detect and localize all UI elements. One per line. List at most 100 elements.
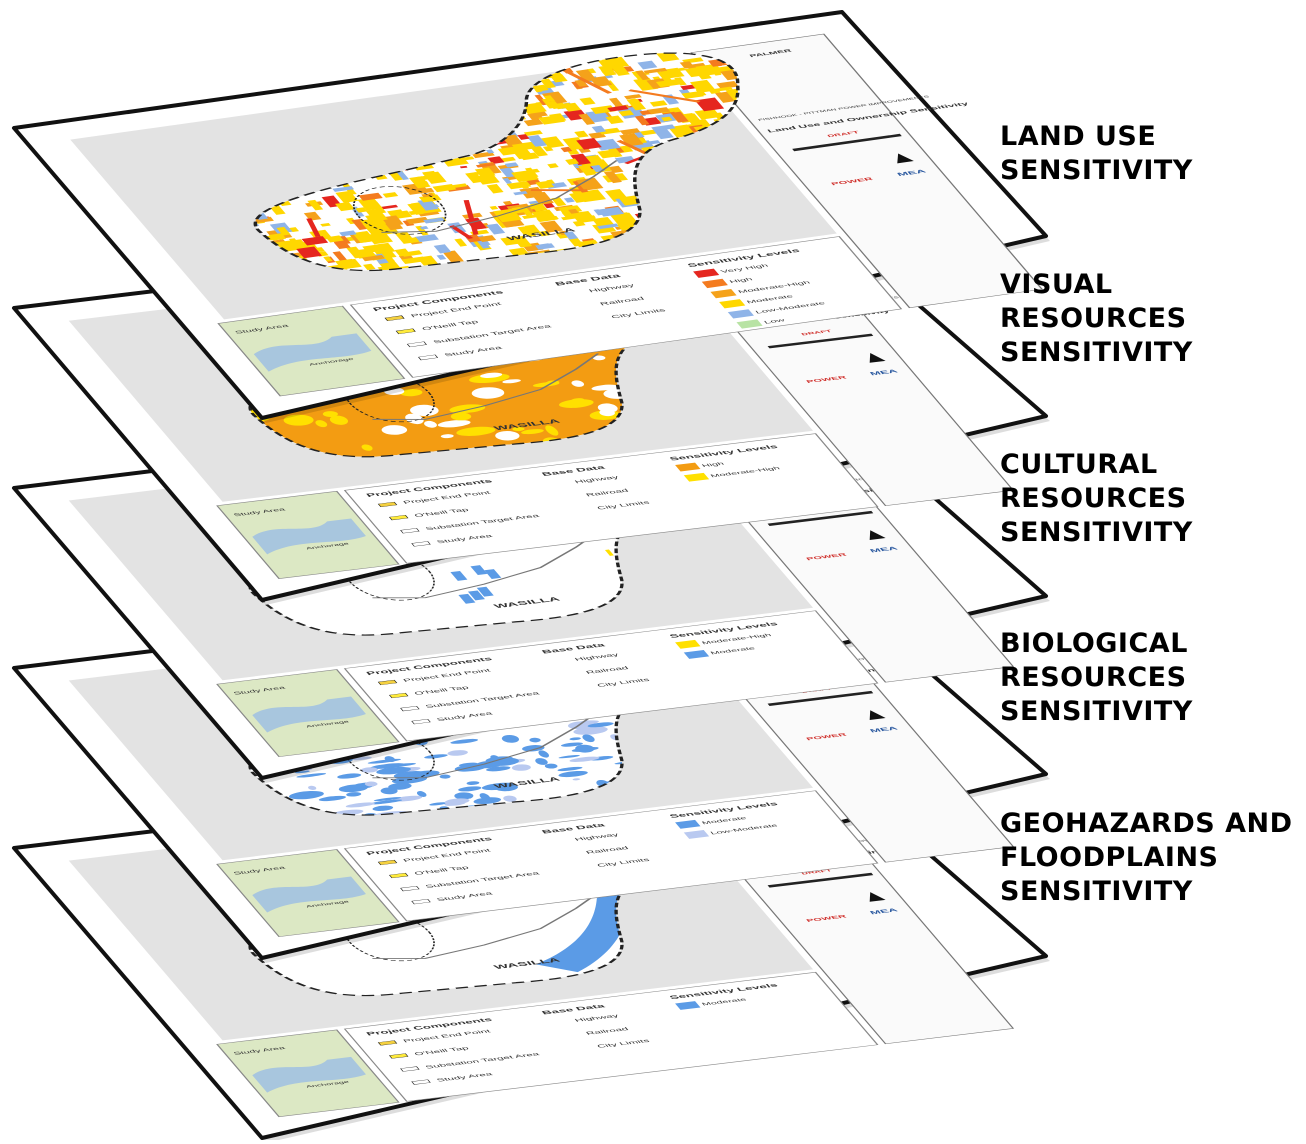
sensitivity-patch (551, 197, 567, 207)
sensitivity-patch (680, 84, 697, 90)
sensitivity-legend-swatch (727, 309, 754, 319)
sensitivity-patch (429, 204, 440, 209)
sensitivity-patch (619, 133, 644, 147)
corridor-band (628, 89, 701, 103)
sensitivity-patch (415, 225, 429, 236)
sensitivity-patch (598, 127, 621, 135)
sensitivity-patch (535, 758, 548, 765)
sensitivity-patch (416, 255, 439, 266)
legend-swatch (395, 328, 416, 335)
sensitivity-legend-label: Moderate (745, 293, 795, 304)
sensitivity-patch (303, 211, 322, 221)
sensitivity-patch (308, 785, 317, 790)
sensitivity-patch (495, 431, 520, 441)
sensitivity-patch (345, 802, 375, 808)
legend-box (343, 433, 879, 564)
sensitivity-patch (471, 387, 505, 399)
label-biological-resources-sensitivity: BIOLOGICAL RESOURCES SENSITIVITY (1000, 627, 1193, 729)
sensitivity-patch (339, 230, 357, 237)
sensitivity-patch (495, 783, 518, 792)
label-line: RESOURCES (1000, 662, 1187, 693)
scale-bar (767, 872, 874, 888)
inset-water (253, 333, 372, 372)
sensitivity-patch (301, 236, 329, 246)
label-land-use-sensitivity: LAND USE SENSITIVITY (1000, 120, 1193, 188)
sensitivity-patch (558, 754, 580, 759)
inset-city-label: Anchorage (305, 900, 350, 908)
sensitivity-patch (335, 190, 359, 203)
sensitivity-legend-swatch (683, 650, 710, 659)
sensitivity-patch (565, 158, 580, 165)
sensitivity-patch (296, 773, 327, 778)
legend-box (343, 971, 879, 1102)
mea-logo: MEA (868, 725, 899, 733)
sensitivity-patch (539, 78, 556, 89)
sensitivity-patch (569, 737, 581, 741)
scale-bar (792, 133, 902, 152)
label-line: RESOURCES (1000, 303, 1187, 334)
sensitivity-patch (419, 226, 429, 230)
sensitivity-patch (604, 549, 614, 556)
sensitivity-legend-swatch (736, 319, 763, 329)
sensitivity-patch (382, 192, 399, 198)
sensitivity-patch (626, 98, 644, 109)
sensitivity-legend-swatch (675, 819, 701, 829)
sensitivity-patch (643, 67, 668, 74)
sensitivity-patch (472, 171, 483, 176)
substation-target-area (344, 373, 435, 423)
sensitivity-patch (439, 774, 451, 779)
sensitivity-patch (575, 744, 595, 753)
power-logo: POWER (805, 732, 848, 741)
sensitivity-patch (716, 80, 739, 89)
inset-city-label: Anchorage (308, 357, 355, 367)
sensitivity-patch (511, 169, 539, 183)
sensitivity-patch (466, 781, 480, 785)
highway-line (381, 160, 618, 233)
sensitivity-patch (618, 110, 635, 117)
sensitivity-patch (470, 565, 488, 576)
sensitivity-patch (523, 130, 543, 136)
sensitivity-patch (384, 756, 396, 763)
sensitivity-patch (276, 226, 291, 236)
sensitivity-patch (709, 67, 722, 76)
sensitivity-patch (322, 411, 338, 417)
sensitivity-patch (624, 94, 642, 100)
sensitivity-patch (569, 192, 587, 203)
substation-target-area (344, 552, 435, 601)
sensitivity-patch (504, 162, 519, 168)
city-label: WASILLA (492, 418, 561, 431)
sensitivity-patch (649, 100, 668, 107)
sensitivity-patch (294, 770, 310, 774)
label-line: SENSITIVITY (1000, 155, 1193, 186)
sensitivity-patch (513, 191, 528, 196)
sensitivity-patch (307, 199, 324, 211)
sensitivity-patch (465, 172, 484, 184)
inset-study-area-label: Study Area (232, 865, 287, 875)
sensitivity-patch (554, 102, 573, 110)
sensitivity-patch (447, 750, 468, 756)
legend-box (343, 790, 879, 922)
legend-swatch (418, 354, 439, 361)
sensitivity-patch (578, 113, 596, 125)
sensitivity-patch (693, 124, 713, 131)
legend-swatch (377, 501, 398, 508)
sensitivity-legend-swatch (683, 830, 710, 839)
legend-swatch (400, 885, 420, 892)
sensitivity-patch (651, 124, 676, 132)
legend-item: Highway (573, 1013, 620, 1023)
sensitivity-patch (603, 170, 623, 184)
sensitivity-patch (388, 782, 412, 790)
legend-swatch (388, 692, 409, 699)
sensitivity-patch (587, 68, 597, 74)
sensitivity-patch (517, 134, 530, 140)
sensitivity-patch (478, 235, 497, 242)
sensitivity-patch (569, 756, 600, 762)
legend-item: O'Neill Tap (413, 1045, 470, 1056)
sensitivity-patch (576, 138, 602, 150)
sensitivity-patch (560, 215, 578, 221)
city-label: WASILLA (505, 227, 578, 242)
north-arrow-icon (869, 353, 886, 363)
sensitivity-legend-label: High (728, 276, 754, 284)
